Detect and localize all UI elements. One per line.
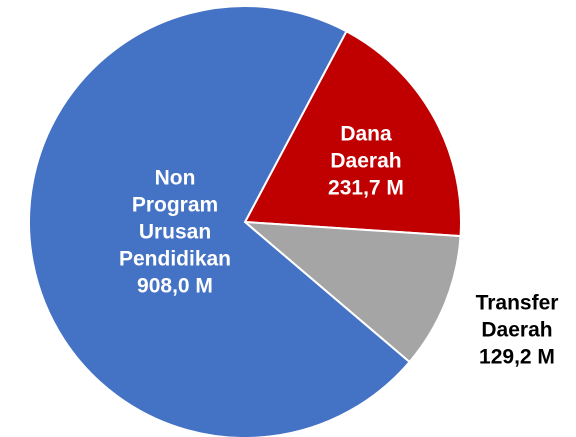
pie-slice (242, 220, 462, 364)
category-label: Non Program Urusan Pendidikan (118, 166, 232, 271)
category-label: Transfer Daerah (475, 291, 559, 342)
pie-slice (28, 5, 411, 437)
value-label: 231,7 M (328, 176, 404, 200)
slice-label: Non Program Urusan Pendidikan 908,0 M (113, 165, 238, 300)
slice-label: Dana Daerah 231,7 M (316, 121, 416, 202)
category-label: Dana Daerah (330, 122, 402, 173)
pie-slice (243, 29, 462, 238)
value-label: 908,0 M (137, 274, 213, 298)
value-label: 129,2 M (479, 345, 555, 369)
slice-label: Transfer Daerah 129,2 M (467, 290, 567, 371)
